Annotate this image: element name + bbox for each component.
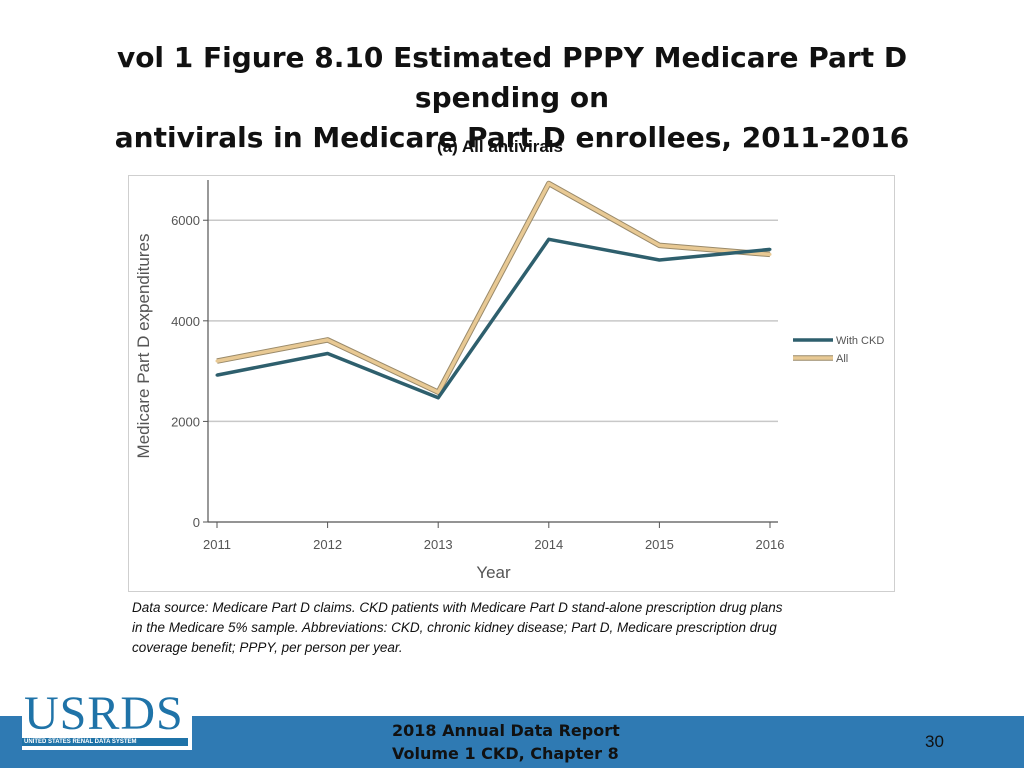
slide-title-line-2: antivirals in Medicare Part D enrollees,… <box>114 121 910 154</box>
x-tick-label: 2016 <box>756 537 785 552</box>
series-line-with-ckd <box>216 237 771 400</box>
line-chart: 0 2000 4000 6000 2011 2012 2013 2014 2015 2016 Yea… <box>134 180 884 582</box>
page-number: 30 <box>925 732 944 751</box>
usrds-logo: USRDS UNITED STATES RENAL DATA SYSTEM <box>22 687 192 750</box>
data-point-all-2013 <box>436 390 440 394</box>
source-line-3: coverage benefit; PPPY, per person per y… <box>132 640 403 655</box>
series-line-all <box>216 181 771 394</box>
source-line-1: Data source: Medicare Part D claims. CKD… <box>132 600 783 615</box>
x-axis-label: Year <box>476 563 511 582</box>
footer-line-1: 2018 Annual Data Report <box>392 721 620 740</box>
data-point-with-ckd-2012 <box>326 352 330 356</box>
y-tick-label: 2000 <box>171 414 200 429</box>
y-axis-label: Medicare Part D expenditures <box>134 234 153 459</box>
footer-text: 2018 Annual Data Report Volume 1 CKD, Ch… <box>392 719 620 765</box>
data-point-all-2016 <box>768 252 772 256</box>
y-tick-label: 4000 <box>171 314 200 329</box>
data-point-all-2012 <box>326 338 330 342</box>
x-tick-label: 2014 <box>534 537 563 552</box>
chart-subtitle: (a) All antivirals <box>437 137 563 156</box>
y-tick-label: 0 <box>193 515 200 530</box>
logo-text: USRDS <box>24 687 184 740</box>
legend-label-all: All <box>836 353 848 365</box>
slide-title: vol 1 Figure 8.10 Estimated PPPY Medicar… <box>40 38 984 158</box>
data-point-all-2014 <box>547 182 551 186</box>
footer-line-2: Volume 1 CKD, Chapter 8 <box>392 744 619 763</box>
data-point-with-ckd-2014 <box>547 237 551 241</box>
data-point-all-2015 <box>657 243 661 247</box>
x-tick-label: 2015 <box>645 537 674 552</box>
data-point-with-ckd-2013 <box>436 396 440 400</box>
y-tick-label: 6000 <box>171 213 200 228</box>
x-tick-label: 2013 <box>424 537 453 552</box>
x-tick-label: 2012 <box>313 537 342 552</box>
legend-label-with-ckd: With CKD <box>836 335 884 347</box>
x-tick-label: 2011 <box>203 537 231 552</box>
data-point-with-ckd-2011 <box>215 373 219 377</box>
data-point-all-2011 <box>215 359 219 363</box>
logo-bar <box>22 738 188 746</box>
logo-subtext: UNITED STATES RENAL DATA SYSTEM <box>24 739 137 745</box>
data-point-with-ckd-2015 <box>657 258 661 262</box>
slide-title-line-1: vol 1 Figure 8.10 Estimated PPPY Medicar… <box>116 41 908 114</box>
source-line-2: in the Medicare 5% sample. Abbreviations… <box>132 620 777 635</box>
data-point-with-ckd-2016 <box>768 247 772 251</box>
data-source-note: Data source: Medicare Part D claims. CKD… <box>132 598 892 658</box>
